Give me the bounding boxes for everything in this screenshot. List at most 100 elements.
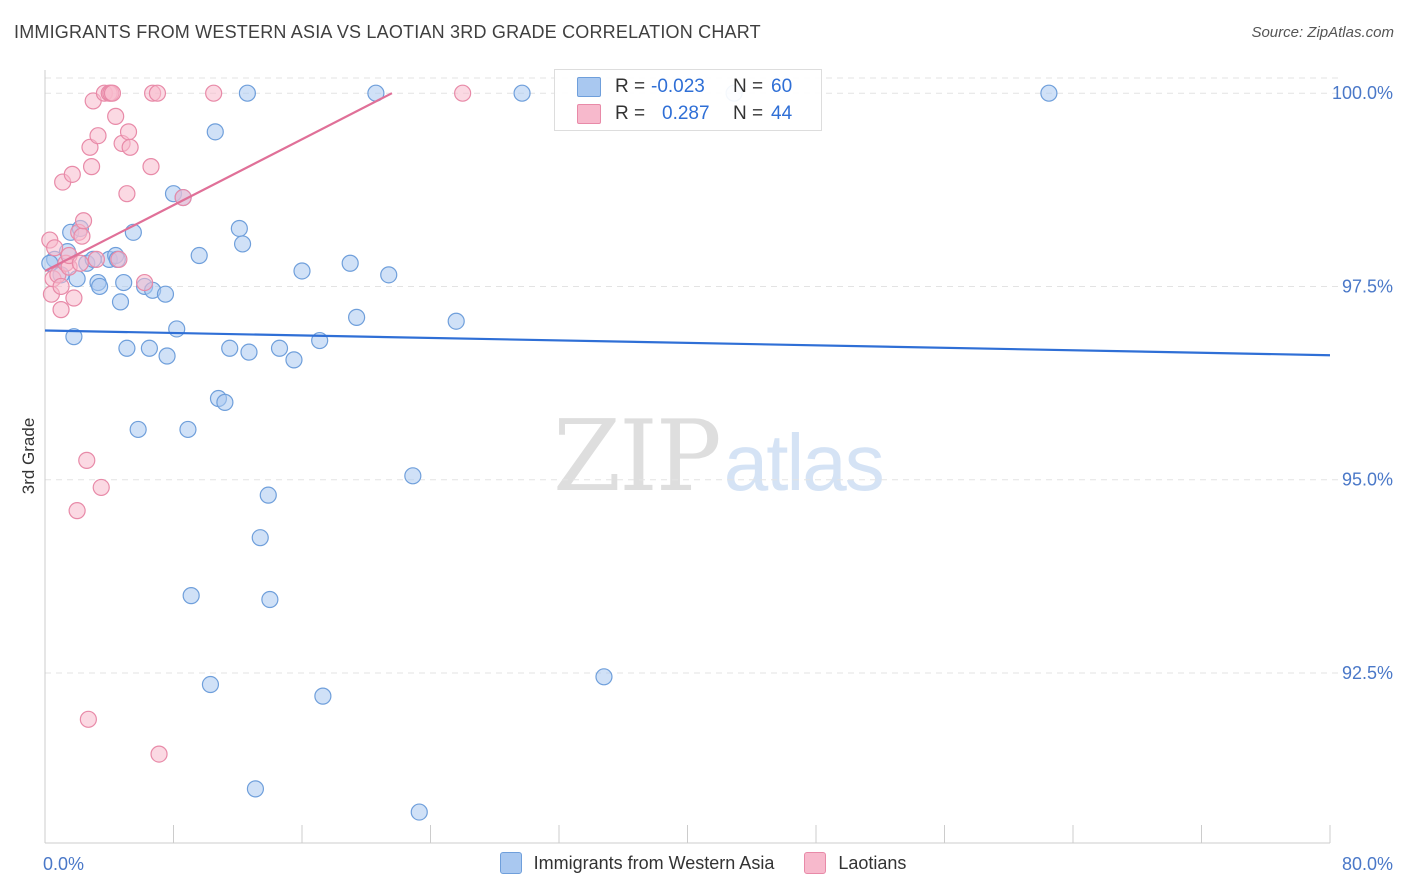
western-asia-point bbox=[221, 339, 239, 357]
laotian-point bbox=[148, 84, 167, 102]
laotian-point bbox=[119, 123, 138, 141]
laotian-point bbox=[150, 745, 168, 763]
laotian-point bbox=[103, 84, 122, 102]
legend-swatch-western-asia bbox=[577, 77, 601, 97]
legend-row-western-asia: R = -0.023 N = 60 bbox=[577, 74, 792, 100]
western-asia-point bbox=[348, 308, 366, 326]
western-asia-point bbox=[182, 587, 200, 605]
legend-r-value: -0.023 bbox=[651, 76, 705, 97]
legend-swatch-laotians bbox=[577, 104, 601, 124]
western-asia-point bbox=[140, 339, 159, 357]
laotian-point bbox=[142, 158, 160, 176]
watermark-zip: ZIP bbox=[553, 400, 722, 514]
laotian-point bbox=[135, 273, 154, 292]
legend-r-value: 0.287 bbox=[662, 103, 710, 124]
western-asia-point bbox=[168, 320, 186, 338]
western-asia-point bbox=[341, 254, 359, 272]
laotian-point bbox=[78, 451, 96, 469]
watermark-atlas: atlas bbox=[723, 418, 885, 507]
western-asia-point bbox=[595, 668, 613, 686]
western-asia-point bbox=[156, 285, 175, 303]
western-asia-point bbox=[251, 529, 269, 547]
laotian-point bbox=[65, 289, 83, 307]
laotian-trendline bbox=[44, 92, 393, 272]
laotian-point bbox=[73, 227, 91, 245]
western-asia-point bbox=[65, 328, 83, 346]
laotian-point bbox=[87, 250, 106, 268]
western-asia-point bbox=[190, 246, 208, 265]
legend-n-value: 60 bbox=[771, 76, 793, 97]
western-asia-point bbox=[238, 84, 256, 102]
x-tick-label-min: 0.0% bbox=[43, 854, 84, 874]
western-asia-point bbox=[410, 803, 428, 821]
source-label: Source: ZipAtlas.com bbox=[1251, 24, 1394, 41]
series-legend-swatch-laotians bbox=[804, 852, 827, 874]
western-asia-point bbox=[230, 219, 248, 238]
laotian-point bbox=[205, 84, 223, 102]
western-asia-point bbox=[233, 235, 252, 253]
laotian-point bbox=[74, 212, 93, 230]
western-asia-point bbox=[201, 675, 220, 694]
correlation-legend: R = -0.023 N = 60 R = 0.287 N = 44 bbox=[554, 69, 822, 131]
laotian-point bbox=[121, 138, 139, 156]
watermark: ZIPatlas bbox=[553, 400, 885, 514]
laotian-point bbox=[107, 107, 125, 125]
laotian-point bbox=[454, 84, 472, 102]
western-asia-point bbox=[129, 420, 147, 439]
laotian-point bbox=[110, 250, 128, 268]
western-asia-point bbox=[216, 393, 234, 411]
western-asia-point bbox=[206, 123, 224, 141]
legend-r-key: R = bbox=[615, 103, 646, 124]
legend-r-key: R = bbox=[615, 76, 646, 97]
western-asia-point bbox=[91, 277, 109, 296]
western-asia-point bbox=[261, 590, 279, 609]
western-asia-point bbox=[259, 486, 277, 504]
western-asia-point bbox=[158, 347, 176, 365]
series-legend-swatch-western-asia bbox=[499, 852, 522, 874]
western-asia-point bbox=[240, 343, 258, 361]
western-asia-point bbox=[1040, 84, 1058, 102]
y-tick-label: 100.0% bbox=[1332, 83, 1393, 103]
series-legend: Immigrants from Western Asia Laotians bbox=[0, 852, 1406, 874]
laotian-point bbox=[63, 165, 81, 183]
laotian-point bbox=[79, 710, 97, 728]
chart-title: IMMIGRANTS FROM WESTERN ASIA VS LAOTIAN … bbox=[14, 22, 761, 42]
laotian-point bbox=[89, 127, 107, 145]
y-tick-label: 97.5% bbox=[1342, 276, 1393, 296]
series-legend-item-laotians: Laotians bbox=[804, 852, 906, 874]
legend-row-laotians: R = 0.287 N = 44 bbox=[577, 101, 792, 127]
laotian-point bbox=[52, 277, 70, 296]
laotian-point bbox=[92, 478, 110, 497]
series-legend-label-western-asia: Immigrants from Western Asia bbox=[533, 852, 775, 873]
western-asia-point bbox=[111, 293, 130, 311]
laotian-point bbox=[52, 301, 70, 319]
laotian-point bbox=[71, 254, 89, 272]
laotian-point bbox=[46, 239, 64, 257]
western-asia-point bbox=[513, 84, 531, 102]
y-tick-label: 92.5% bbox=[1342, 663, 1393, 683]
western-asia-point bbox=[293, 262, 311, 280]
laotian-point bbox=[118, 185, 136, 203]
y-tick-label: 95.0% bbox=[1342, 470, 1393, 490]
x-tick-label-max: 80.0% bbox=[1342, 854, 1393, 874]
western-asia-point bbox=[404, 467, 422, 485]
legend-n-key: N = bbox=[733, 103, 764, 124]
series-legend-item-western-asia: Immigrants from Western Asia bbox=[499, 852, 775, 874]
legend-n-key: N = bbox=[733, 76, 764, 97]
series-legend-label-laotians: Laotians bbox=[838, 852, 907, 873]
western-asia-point bbox=[270, 339, 289, 357]
western-asia-point bbox=[118, 339, 136, 357]
western-asia-point bbox=[179, 420, 197, 439]
western-asia-point bbox=[285, 351, 303, 369]
western-asia-point bbox=[447, 312, 465, 330]
western-asia-trendline bbox=[44, 329, 1331, 357]
western-asia-point bbox=[380, 266, 398, 284]
laotian-point bbox=[82, 158, 101, 176]
western-asia-point bbox=[314, 687, 332, 705]
western-asia-point bbox=[115, 273, 133, 292]
legend-n-value: 44 bbox=[771, 103, 793, 124]
laotian-point bbox=[68, 502, 86, 520]
y-axis-title: 3rd Grade bbox=[19, 418, 38, 495]
western-asia-point bbox=[246, 780, 265, 798]
